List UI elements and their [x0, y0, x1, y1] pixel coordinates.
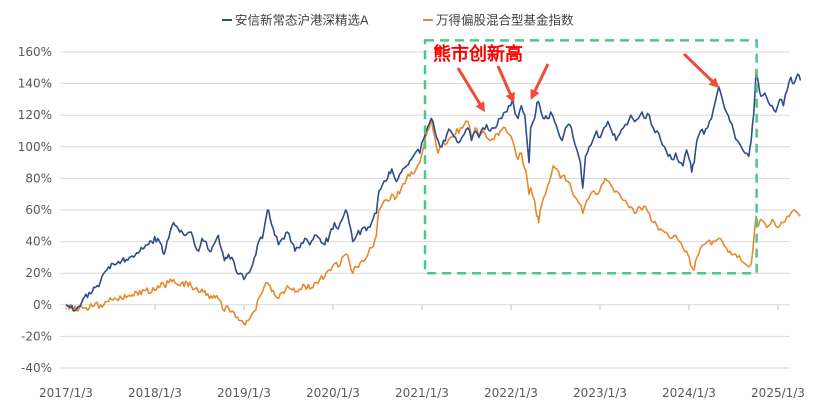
annotation-arrow [496, 65, 515, 104]
y-tick-label: 0% [33, 298, 52, 312]
x-axis: 2017/1/3 2018/1/3 2019/1/3 2020/1/3 2021/1/3… [39, 305, 805, 400]
y-tick-label: 40% [25, 235, 52, 249]
annotation-arrow [530, 63, 550, 100]
y-tick-label: 120% [18, 108, 52, 122]
annotation-arrow [682, 52, 720, 88]
annotation-layer: 熊市创新高 [423, 39, 758, 275]
x-tick-label: 2025/1/3 [751, 386, 805, 400]
x-tick-label: 2022/1/3 [484, 386, 538, 400]
annotation-text: 熊市创新高 [433, 43, 523, 65]
y-tick-label: 60% [25, 203, 52, 217]
y-tick-label: 20% [25, 266, 52, 280]
y-tick-label: -40% [21, 361, 52, 375]
legend: 安信新常态沪港深精选A 万得偏股混合型基金指数 [222, 13, 574, 28]
y-axis: 160% 140% 120% 100% 80% 60% 40% 20% 0% -20% -40% [18, 45, 52, 375]
y-tick-label: 100% [18, 140, 52, 154]
y-tick-label: -20% [21, 329, 52, 343]
series-line-1 [65, 117, 801, 326]
x-tick-label: 2018/1/3 [128, 386, 182, 400]
y-tick-label: 80% [25, 171, 52, 185]
legend-label: 安信新常态沪港深精选A [235, 13, 369, 28]
x-tick-label: 2023/1/3 [573, 386, 627, 400]
y-tick-label: 160% [18, 45, 52, 59]
legend-label: 万得偏股混合型基金指数 [436, 13, 574, 28]
x-tick-label: 2024/1/3 [662, 386, 716, 400]
x-tick-label: 2019/1/3 [217, 386, 271, 400]
x-tick-label: 2017/1/3 [39, 386, 93, 400]
x-tick-label: 2021/1/3 [395, 386, 449, 400]
highlight-box [423, 39, 758, 275]
series-line-0 [65, 70, 802, 312]
series-layer [65, 70, 802, 326]
annotation-arrow [456, 67, 485, 113]
x-tick-label: 2020/1/3 [306, 386, 360, 400]
y-tick-label: 140% [18, 77, 52, 91]
